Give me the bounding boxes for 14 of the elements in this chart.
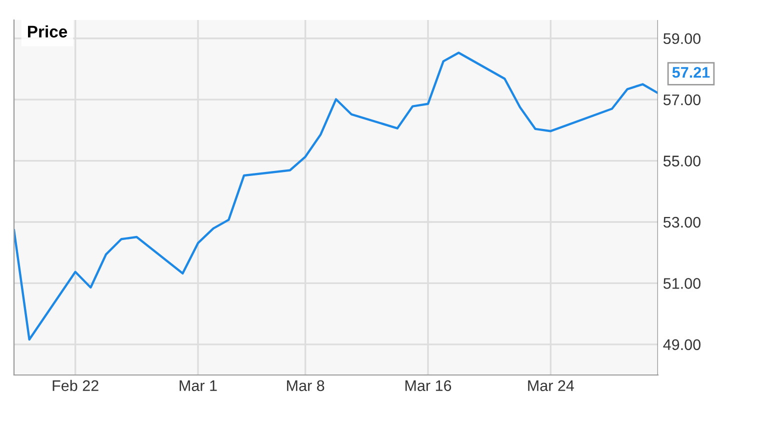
line-series — [14, 52, 658, 341]
x-tick-label: Mar 1 — [180, 380, 217, 392]
y-tick-label: 57.00 — [663, 94, 700, 106]
y-tick-label: 51.00 — [663, 278, 700, 289]
annotation: 57.21 — [672, 66, 710, 78]
x-tick-label: Feb 22 — [52, 380, 98, 392]
x-tick-label: Mar 16 — [405, 380, 452, 392]
x-tick-label: Mar 24 — [528, 380, 574, 392]
x-tick-label: Mar 8 — [287, 380, 324, 392]
y-tick-label: 49.00 — [663, 339, 700, 350]
y-tick-label: 53.00 — [663, 216, 700, 228]
chart-title: Price — [28, 25, 68, 38]
y-tick-label: 55.00 — [663, 156, 700, 166]
y-tick-label: 59.00 — [663, 33, 700, 44]
